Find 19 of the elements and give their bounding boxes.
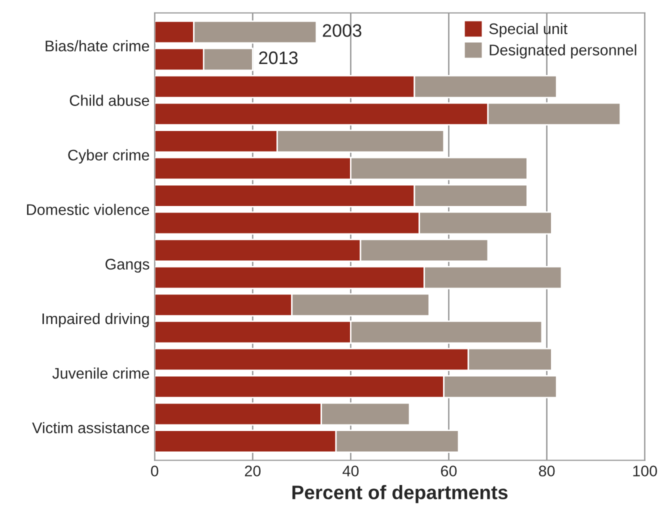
x-tick-label: 0 (150, 466, 158, 476)
y-tick-label: Gangs (106, 258, 150, 273)
y-tick-label: Child abuse (70, 94, 150, 106)
annotation: 2013 (259, 51, 298, 64)
x-tick-label: 40 (342, 466, 359, 476)
x-tick-label: 60 (441, 466, 457, 476)
y-tick-label: Juvenile crime (52, 368, 150, 379)
annotation: 2003 (322, 24, 362, 37)
x-axis-title: Percent of departments (292, 485, 508, 504)
x-tick-label: 80 (538, 466, 555, 476)
legend-label: Designated personnel (490, 44, 636, 58)
y-tick-label: Impaired driving (42, 312, 149, 328)
y-tick-label: Bias/hate crime (46, 40, 150, 52)
y-tick-label: Cyber crime (68, 149, 150, 164)
y-tick-label: Domestic violence (27, 204, 150, 216)
legend-label: Special unit (489, 22, 568, 38)
x-tick-label: 20 (244, 466, 261, 476)
x-tick-label: 100 (633, 466, 657, 476)
y-tick-label: Victim assistance (32, 422, 150, 434)
